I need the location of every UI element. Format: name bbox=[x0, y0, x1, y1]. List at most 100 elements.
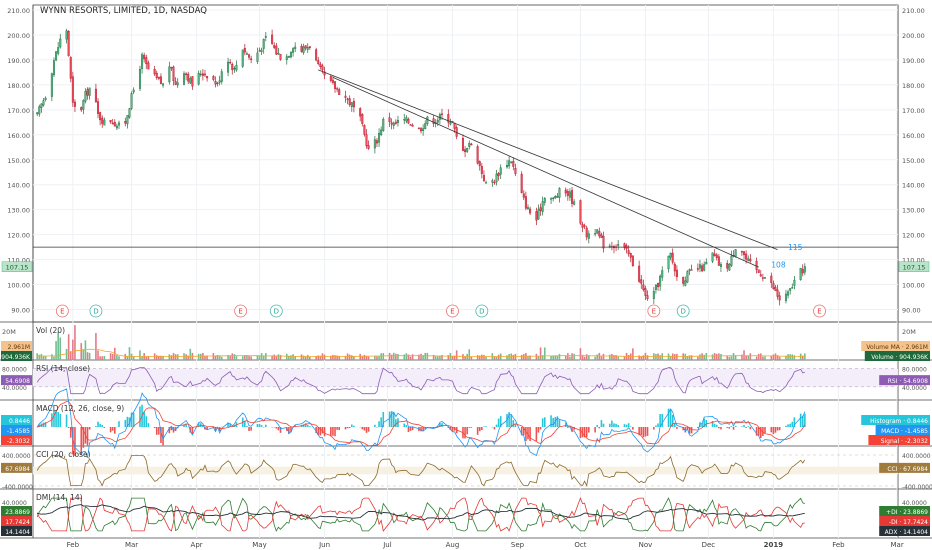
dividend-event-icon[interactable]: D bbox=[676, 304, 690, 318]
candle-body bbox=[646, 295, 649, 299]
time-tick-label: Dec bbox=[702, 541, 716, 549]
macd-histogram-bar bbox=[363, 427, 366, 431]
dmi-axis-40: 40.0000 bbox=[902, 500, 927, 507]
candle-body bbox=[185, 73, 188, 76]
candle-body bbox=[86, 89, 89, 96]
volume-bar bbox=[158, 355, 160, 360]
macd-histogram-bar bbox=[525, 427, 527, 442]
volume-bar bbox=[246, 354, 248, 360]
earnings-event-icon[interactable]: E bbox=[446, 304, 459, 318]
macd-histogram-bar bbox=[390, 411, 393, 427]
candle-body bbox=[770, 275, 773, 283]
volume-bar bbox=[265, 353, 267, 360]
candle-body bbox=[336, 88, 339, 90]
volume-bar bbox=[569, 356, 571, 360]
macd-histogram-bar bbox=[791, 421, 794, 427]
dividend-event-icon[interactable]: D bbox=[475, 304, 489, 318]
macd-histogram-bar bbox=[529, 427, 531, 442]
volume-bar bbox=[72, 339, 74, 360]
earnings-event-icon[interactable]: E bbox=[55, 304, 69, 318]
macd-histogram-bar bbox=[701, 423, 703, 427]
volume-bar bbox=[720, 353, 722, 360]
candle-body bbox=[97, 101, 100, 114]
time-tick-label: Mar bbox=[125, 541, 138, 549]
macd-histogram-bar bbox=[153, 427, 156, 429]
candle-body bbox=[285, 56, 288, 60]
earnings-event-icon[interactable]: E bbox=[647, 304, 661, 318]
macd-histogram-bar bbox=[147, 423, 150, 427]
macd-histogram-bar bbox=[72, 427, 74, 455]
volume-bar bbox=[323, 354, 326, 360]
volume-bar bbox=[95, 333, 97, 360]
macd-histogram-bar bbox=[403, 423, 406, 427]
volume-bar bbox=[306, 354, 309, 360]
cci-line bbox=[36, 454, 806, 487]
volume-bar bbox=[581, 354, 584, 360]
volume-bar bbox=[804, 353, 806, 360]
candle-body bbox=[757, 269, 760, 273]
candle-body bbox=[145, 57, 148, 65]
adx-value-left: 14.1404 bbox=[5, 529, 30, 536]
macd-histogram-bar bbox=[468, 427, 471, 428]
candle-body bbox=[495, 173, 498, 183]
candle-body bbox=[141, 54, 144, 69]
candle-body bbox=[382, 118, 385, 131]
dividend-event-icon[interactable]: D bbox=[89, 304, 103, 318]
candle-body bbox=[755, 260, 758, 270]
last-price-tag-left bbox=[1, 261, 33, 272]
price-tick-label-left: 150.00 bbox=[7, 157, 30, 165]
candle-body bbox=[568, 191, 571, 198]
volume-bar bbox=[292, 354, 294, 360]
candle-body bbox=[277, 53, 280, 55]
candle-body bbox=[241, 49, 244, 67]
macd-histogram-bar bbox=[97, 421, 99, 427]
macd-histogram-bar bbox=[718, 427, 720, 429]
macd-histogram-bar bbox=[378, 421, 380, 427]
macd-histogram-bar bbox=[728, 427, 731, 429]
rsi-pane: RSI (14, close) 80.0000 40.0000 80.0000 40.0… bbox=[1, 364, 930, 395]
volume-bar bbox=[397, 354, 399, 360]
earnings-event-icon[interactable]: E bbox=[813, 304, 826, 318]
price-tick-label-left: 110.00 bbox=[7, 257, 30, 265]
cci-axis-bottom-left: -400.0000 bbox=[2, 484, 33, 491]
volume-bar bbox=[741, 354, 743, 360]
macd-histogram-bar bbox=[265, 424, 267, 427]
macd-histogram-bar bbox=[787, 424, 789, 427]
macd-histogram-bar bbox=[227, 422, 229, 427]
macd-histogram-bar bbox=[623, 424, 626, 427]
macd-hist-value-right: Histogram · 0.8446 bbox=[870, 418, 928, 425]
volume-bar bbox=[522, 354, 525, 360]
trendline-2[interactable] bbox=[332, 77, 759, 268]
macd-histogram-bar bbox=[86, 427, 89, 446]
candle-body bbox=[292, 48, 295, 53]
macd-histogram-bar bbox=[88, 427, 91, 430]
macd-histogram-bar bbox=[130, 412, 133, 427]
candle-body bbox=[115, 125, 118, 129]
macd-histogram-bar bbox=[617, 424, 619, 427]
volume-bar bbox=[674, 354, 676, 360]
time-tick-label: Sep bbox=[511, 541, 525, 549]
dividend-event-icon[interactable]: D bbox=[269, 304, 283, 318]
candle-body bbox=[117, 122, 120, 126]
volume-bar bbox=[233, 354, 236, 360]
candle-body bbox=[101, 117, 104, 124]
volume-bar bbox=[380, 353, 382, 360]
macd-histogram-bar bbox=[260, 425, 263, 427]
candle-body bbox=[363, 125, 366, 135]
candle-body bbox=[302, 46, 305, 53]
macd-histogram-bar bbox=[776, 427, 779, 431]
volume-bar bbox=[483, 354, 485, 360]
trendline-1[interactable] bbox=[318, 69, 778, 250]
candle-body bbox=[170, 67, 173, 69]
price-tick-label-right: 170.00 bbox=[902, 107, 925, 115]
macd-histogram-bar bbox=[674, 423, 676, 427]
earnings-event-icon[interactable]: E bbox=[234, 304, 248, 318]
candle-body bbox=[138, 68, 141, 89]
macd-histogram-bar bbox=[69, 427, 72, 438]
macd-histogram-bar bbox=[99, 423, 101, 427]
macd-histogram-bar bbox=[332, 427, 334, 436]
macd-histogram-bar bbox=[615, 423, 617, 427]
